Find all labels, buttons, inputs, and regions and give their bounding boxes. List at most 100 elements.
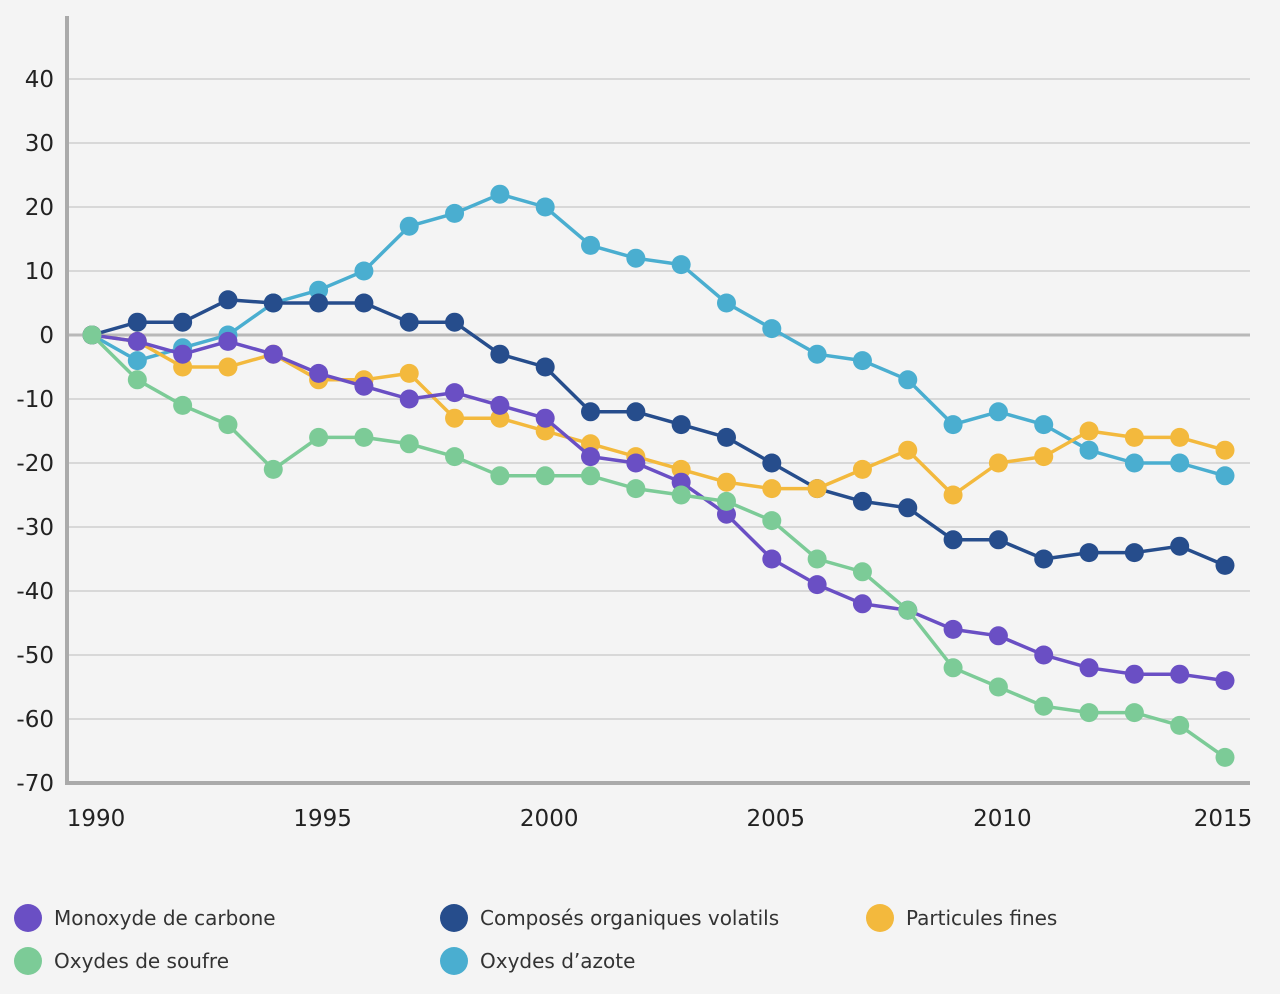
data-point — [127, 370, 147, 390]
legend-item-monoxyde-de-carbone: Monoxyde de carbone — [14, 904, 276, 932]
y-tick-label: -50 — [16, 643, 54, 669]
data-point — [852, 459, 872, 479]
data-point — [581, 447, 601, 467]
legend-swatch-icon — [14, 947, 42, 975]
data-point — [218, 415, 238, 435]
data-point — [943, 485, 963, 505]
data-point — [173, 395, 193, 415]
data-point — [218, 331, 238, 351]
data-point — [1124, 427, 1144, 447]
legend-swatch-icon — [440, 904, 468, 932]
data-point — [1124, 543, 1144, 563]
series-line — [90, 333, 1227, 683]
legend-swatch-icon — [14, 904, 42, 932]
y-tick-label: 10 — [25, 259, 54, 285]
data-point — [626, 479, 646, 499]
data-point — [626, 248, 646, 268]
data-point — [1215, 671, 1235, 691]
data-point — [943, 658, 963, 678]
x-tick-label: 2000 — [520, 806, 579, 832]
data-point — [762, 511, 782, 531]
data-point — [807, 549, 827, 569]
data-point — [988, 677, 1008, 697]
data-point — [716, 293, 736, 313]
data-point — [445, 408, 465, 428]
data-point — [762, 319, 782, 339]
data-point — [1170, 715, 1190, 735]
x-tick-label: 1995 — [293, 806, 352, 832]
data-point — [82, 325, 102, 345]
data-point — [1215, 555, 1235, 575]
data-point — [1124, 453, 1144, 473]
legend-item-composes-organiques-volatils: Composés organiques volatils — [440, 904, 779, 932]
data-point — [445, 383, 465, 403]
y-tick-label: -60 — [16, 707, 54, 733]
data-point — [445, 447, 465, 467]
data-point — [173, 344, 193, 364]
data-point — [1079, 440, 1099, 460]
data-point — [671, 415, 691, 435]
data-point — [581, 466, 601, 486]
series-oxydes-de-soufre — [82, 325, 1235, 767]
data-point — [354, 261, 374, 281]
y-tick-label: 20 — [25, 195, 54, 221]
data-point — [626, 453, 646, 473]
data-point — [535, 466, 555, 486]
data-point — [1079, 421, 1099, 441]
data-point — [445, 312, 465, 332]
data-point — [173, 312, 193, 332]
data-point — [852, 491, 872, 511]
data-point — [1034, 447, 1054, 467]
legend: Monoxyde de carbone Composés organiques … — [14, 898, 1264, 988]
legend-swatch-icon — [866, 904, 894, 932]
data-point — [988, 626, 1008, 646]
data-point — [309, 427, 329, 447]
data-point — [354, 427, 374, 447]
legend-item-oxydes-d-azote: Oxydes d’azote — [440, 947, 635, 975]
data-point — [535, 197, 555, 217]
y-tick-label: -20 — [16, 451, 54, 477]
data-point — [716, 491, 736, 511]
series-monoxyde-de-carbone — [82, 325, 1235, 691]
data-point — [762, 549, 782, 569]
legend-label: Oxydes d’azote — [480, 949, 636, 973]
y-tick-label: -70 — [16, 771, 54, 797]
data-point — [626, 402, 646, 422]
data-point — [988, 402, 1008, 422]
data-point — [490, 184, 510, 204]
data-point — [1079, 703, 1099, 723]
data-point — [807, 575, 827, 595]
data-point — [852, 594, 872, 614]
data-point — [1170, 453, 1190, 473]
data-point — [1079, 658, 1099, 678]
data-point — [762, 453, 782, 473]
data-point — [1034, 549, 1054, 569]
data-point — [127, 312, 147, 332]
data-point — [1124, 703, 1144, 723]
data-point — [263, 344, 283, 364]
data-point — [399, 363, 419, 383]
data-point — [399, 389, 419, 409]
data-point — [490, 395, 510, 415]
legend-label: Monoxyde de carbone — [54, 906, 276, 930]
data-point — [399, 312, 419, 332]
y-tick-label: -40 — [16, 579, 54, 605]
data-point — [852, 351, 872, 371]
data-point — [716, 427, 736, 447]
x-tick-label: 2010 — [973, 806, 1032, 832]
data-point — [807, 479, 827, 499]
y-tick-label: 0 — [39, 323, 54, 349]
data-point — [581, 235, 601, 255]
series-particules-fines — [82, 325, 1235, 505]
data-point — [309, 293, 329, 313]
data-point — [898, 600, 918, 620]
legend-item-oxydes-de-soufre: Oxydes de soufre — [14, 947, 229, 975]
data-point — [1034, 645, 1054, 665]
data-point — [898, 370, 918, 390]
data-point — [263, 293, 283, 313]
legend-swatch-icon — [440, 947, 468, 975]
data-point — [490, 466, 510, 486]
data-point — [399, 434, 419, 454]
data-point — [399, 216, 419, 236]
